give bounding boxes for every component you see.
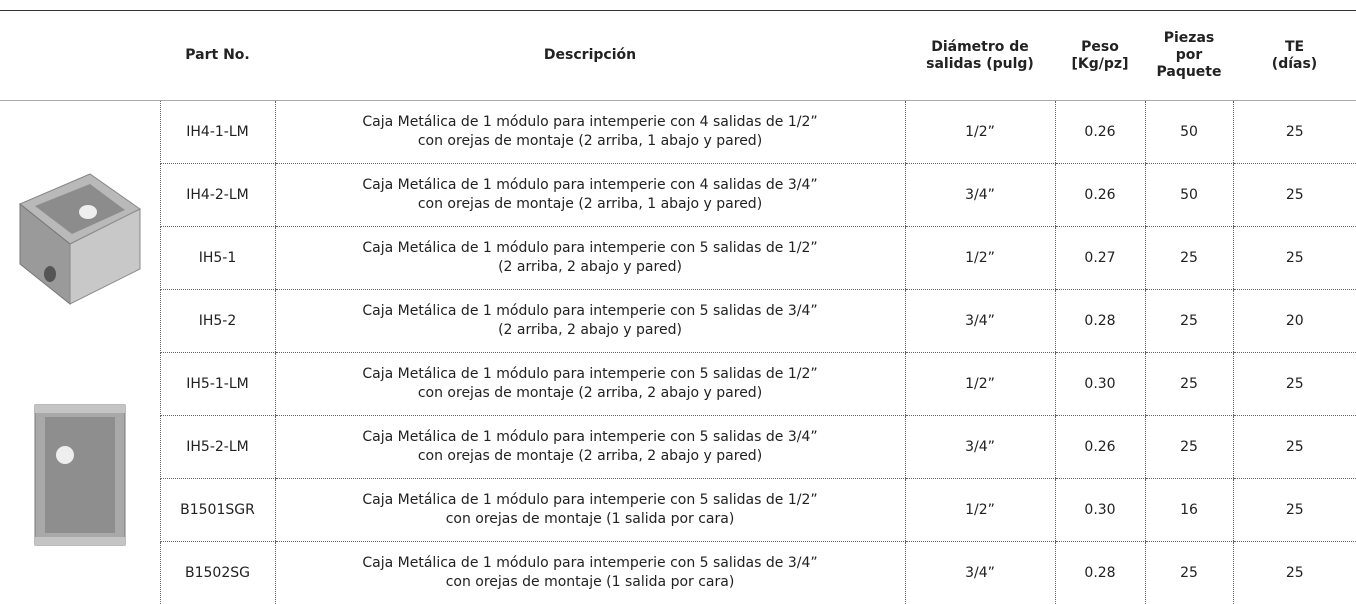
- table-cell: 25: [1233, 101, 1356, 164]
- table-cell: 1/2”: [905, 479, 1055, 542]
- table-cell: IH5-2-LM: [160, 416, 275, 479]
- text-line: [Kg/pz]: [1056, 56, 1144, 73]
- text-line: Paquete: [1146, 64, 1232, 81]
- text-line: con orejas de montaje (2 arriba, 1 abajo…: [276, 195, 905, 214]
- product-image: [10, 134, 150, 314]
- column-header: Part No.: [160, 11, 275, 101]
- table-cell: 25: [1145, 353, 1233, 416]
- table-cell: 3/4”: [905, 416, 1055, 479]
- table-cell: 0.27: [1055, 227, 1145, 290]
- text-line: (2 arriba, 2 abajo y pared): [276, 258, 905, 277]
- table-cell: 25: [1233, 416, 1356, 479]
- table-cell: Caja Metálica de 1 módulo para intemperi…: [275, 542, 905, 604]
- text-line: Descripción: [276, 47, 904, 64]
- text-line: con orejas de montaje (1 salida por cara…: [276, 573, 905, 592]
- table-cell: 25: [1233, 227, 1356, 290]
- table-cell: B1501SGR: [160, 479, 275, 542]
- table-cell: B1502SG: [160, 542, 275, 604]
- text-line: (días): [1234, 56, 1355, 73]
- text-line: Caja Metálica de 1 módulo para intemperi…: [276, 428, 905, 447]
- table-cell: 16: [1145, 479, 1233, 542]
- text-line: con orejas de montaje (2 arriba, 2 abajo…: [276, 384, 905, 403]
- text-line: por: [1146, 47, 1232, 64]
- text-line: salidas (pulg): [906, 56, 1054, 73]
- table-cell: Caja Metálica de 1 módulo para intemperi…: [275, 353, 905, 416]
- column-header: TE(días): [1233, 11, 1356, 101]
- table-cell: 3/4”: [905, 542, 1055, 604]
- table-cell: 0.26: [1055, 416, 1145, 479]
- table-cell: Caja Metálica de 1 módulo para intemperi…: [275, 290, 905, 353]
- image-cell: [0, 353, 160, 604]
- table-cell: 50: [1145, 101, 1233, 164]
- table-cell: 1/2”: [905, 353, 1055, 416]
- table-cell: 0.30: [1055, 479, 1145, 542]
- table-cell: Caja Metálica de 1 módulo para intemperi…: [275, 164, 905, 227]
- table-cell: IH4-1-LM: [160, 101, 275, 164]
- table-cell: Caja Metálica de 1 módulo para intemperi…: [275, 101, 905, 164]
- table-cell: Caja Metálica de 1 módulo para intemperi…: [275, 227, 905, 290]
- table-cell: 25: [1233, 353, 1356, 416]
- text-line: Caja Metálica de 1 módulo para intemperi…: [276, 176, 905, 195]
- table-cell: 1/2”: [905, 101, 1055, 164]
- table-cell: 0.28: [1055, 290, 1145, 353]
- table-cell: IH5-1: [160, 227, 275, 290]
- table-cell: IH4-2-LM: [160, 164, 275, 227]
- text-line: con orejas de montaje (1 salida por cara…: [276, 510, 905, 529]
- table-cell: 25: [1145, 416, 1233, 479]
- table-cell: IH5-2: [160, 290, 275, 353]
- table-cell: 25: [1233, 479, 1356, 542]
- text-line: Peso: [1056, 39, 1144, 56]
- table-cell: 25: [1233, 164, 1356, 227]
- table-cell: 25: [1145, 542, 1233, 604]
- column-header: Descripción: [275, 11, 905, 101]
- table-cell: Caja Metálica de 1 módulo para intemperi…: [275, 416, 905, 479]
- product-image: [20, 395, 140, 555]
- text-line: Caja Metálica de 1 módulo para intemperi…: [276, 302, 905, 321]
- text-line: (2 arriba, 2 abajo y pared): [276, 321, 905, 340]
- table-cell: 20: [1233, 290, 1356, 353]
- table-cell: IH5-1-LM: [160, 353, 275, 416]
- table-cell: 0.30: [1055, 353, 1145, 416]
- table-cell: 3/4”: [905, 290, 1055, 353]
- text-line: Caja Metálica de 1 módulo para intemperi…: [276, 554, 905, 573]
- table-cell: 25: [1233, 542, 1356, 604]
- text-line: Caja Metálica de 1 módulo para intemperi…: [276, 491, 905, 510]
- text-line: Caja Metálica de 1 módulo para intemperi…: [276, 239, 905, 258]
- text-line: Caja Metálica de 1 módulo para intemperi…: [276, 113, 905, 132]
- table-cell: 3/4”: [905, 164, 1055, 227]
- image-header: [0, 11, 160, 101]
- table-cell: 25: [1145, 227, 1233, 290]
- table-cell: Caja Metálica de 1 módulo para intemperi…: [275, 479, 905, 542]
- text-line: con orejas de montaje (2 arriba, 1 abajo…: [276, 132, 905, 151]
- table-cell: 0.28: [1055, 542, 1145, 604]
- text-line: Part No.: [161, 47, 274, 64]
- table-cell: 25: [1145, 290, 1233, 353]
- table-cell: 0.26: [1055, 164, 1145, 227]
- table-cell: 1/2”: [905, 227, 1055, 290]
- column-header: Peso[Kg/pz]: [1055, 11, 1145, 101]
- text-line: TE: [1234, 39, 1355, 56]
- table-cell: 0.26: [1055, 101, 1145, 164]
- text-line: con orejas de montaje (2 arriba, 2 abajo…: [276, 447, 905, 466]
- image-cell: [0, 101, 160, 353]
- text-line: Diámetro de: [906, 39, 1054, 56]
- text-line: Caja Metálica de 1 módulo para intemperi…: [276, 365, 905, 384]
- text-line: Piezas: [1146, 30, 1232, 47]
- table-cell: 50: [1145, 164, 1233, 227]
